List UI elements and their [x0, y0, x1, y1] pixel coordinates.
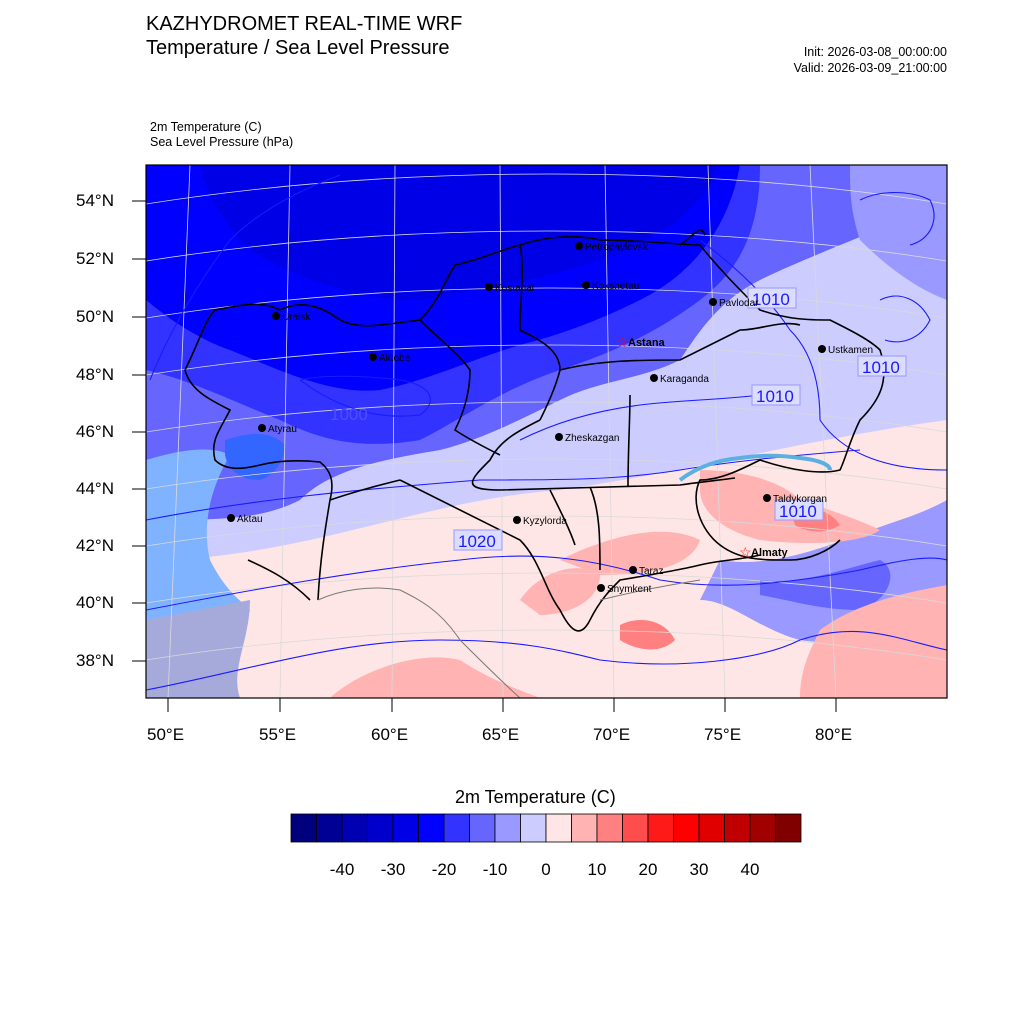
city-dot-icon	[763, 494, 771, 502]
admin-borders	[184, 229, 885, 632]
city-label: Kyzylorda	[523, 516, 567, 527]
city-dot-icon	[650, 374, 658, 382]
colorbar-tick-label: 40	[740, 860, 760, 879]
city-dot-icon	[597, 584, 605, 592]
lat-label: 48°N	[76, 365, 114, 384]
lat-label: 52°N	[76, 249, 114, 268]
lon-label: 55°E	[259, 725, 297, 744]
city-label: Karaganda	[660, 374, 709, 385]
isobar-label: 1020	[458, 532, 496, 551]
colorbar-tick-label: 0	[541, 860, 551, 879]
lon-label: 65°E	[482, 725, 520, 744]
lon-label: 50°E	[147, 725, 185, 744]
city-label: Aktau	[237, 514, 263, 525]
title-line-2: Temperature / Sea Level Pressure	[146, 37, 450, 59]
isobars	[146, 174, 947, 691]
isobar-label: 1010	[779, 502, 817, 521]
isobar-label: 1010	[752, 290, 790, 309]
city-label: Atyrau	[268, 424, 297, 435]
valid-time: Valid: 2026-03-09_21:00:00	[793, 61, 947, 75]
city-dot-icon	[555, 433, 563, 441]
isobar-label: 1000	[330, 405, 368, 424]
city-dot-icon	[227, 514, 235, 522]
title-line-1: KAZHYDROMET REAL-TIME WRF	[146, 13, 463, 35]
city-label: Zheskazgan	[565, 433, 619, 444]
city-label: Ustkamen	[828, 345, 873, 356]
colorbar-tick-label: 30	[689, 860, 709, 879]
city-label: Kostanai	[495, 283, 534, 294]
colorbar-tick-label: -40	[329, 860, 355, 879]
city-dot-icon	[513, 516, 521, 524]
capital-star-icon: ☆	[739, 544, 752, 560]
lat-label: 42°N	[76, 536, 114, 555]
city-label: Kokshetau	[592, 281, 639, 292]
colorbar-tick-label: -30	[380, 860, 406, 879]
field-label-pressure: Sea Level Pressure (hPa)	[150, 135, 294, 149]
city-label: Almaty	[751, 547, 789, 559]
city-label: Astana	[628, 337, 666, 349]
city-label: Taraz	[639, 566, 663, 577]
city-dot-icon	[582, 281, 590, 289]
city-dot-icon	[575, 242, 583, 250]
lat-label: 40°N	[76, 593, 114, 612]
city-dot-icon	[485, 283, 493, 291]
city-dot-icon	[629, 566, 637, 574]
graticule	[146, 165, 947, 698]
axis-ticks	[132, 200, 837, 712]
city-label: Taldykorgan	[773, 494, 827, 505]
lake-balkhash	[678, 453, 832, 482]
isobar-label-group: 1010 1010 1010 1010 1020 1000	[330, 287, 907, 551]
capital-star-icon: ☆	[616, 334, 629, 350]
city-label: Shymkent	[607, 584, 652, 595]
init-time: Init: 2026-03-08_00:00:00	[803, 45, 947, 59]
city-dot-icon	[258, 424, 266, 432]
city-label: Petropavlovsk	[585, 242, 649, 253]
city-label: Uralsk	[282, 312, 311, 323]
field-label-temperature: 2m Temperature (C)	[150, 120, 262, 134]
lon-label: 80°E	[815, 725, 853, 744]
colorbar-title: 2m Temperature (C)	[455, 787, 616, 807]
colorbar-tick-label: 20	[638, 860, 658, 879]
country-borders-outer	[317, 579, 701, 699]
colorbar-tick-label: 10	[587, 860, 607, 879]
isobar-label: 1010	[862, 358, 900, 377]
city-dot-icon	[818, 345, 826, 353]
city-layer: Petropavlovsk Kostanai Kokshetau Uralsk Akto…	[227, 242, 873, 595]
lon-label: 70°E	[593, 725, 631, 744]
colorbar-tick-label: -20	[431, 860, 457, 879]
lat-label: 46°N	[76, 422, 114, 441]
lat-label: 38°N	[76, 651, 114, 670]
city-label: Pavlodar	[719, 298, 759, 309]
lat-label: 44°N	[76, 479, 114, 498]
city-label: Aktobe	[379, 353, 411, 364]
lat-label: 50°N	[76, 307, 114, 326]
city-dot-icon	[369, 353, 377, 361]
isobar-label: 1010	[756, 387, 794, 406]
lon-label: 75°E	[704, 725, 742, 744]
lon-label: 60°E	[371, 725, 409, 744]
city-dot-icon	[272, 312, 280, 320]
city-dot-icon	[709, 298, 717, 306]
colorbar-tick-label: -10	[482, 860, 508, 879]
lat-label: 54°N	[76, 191, 114, 210]
